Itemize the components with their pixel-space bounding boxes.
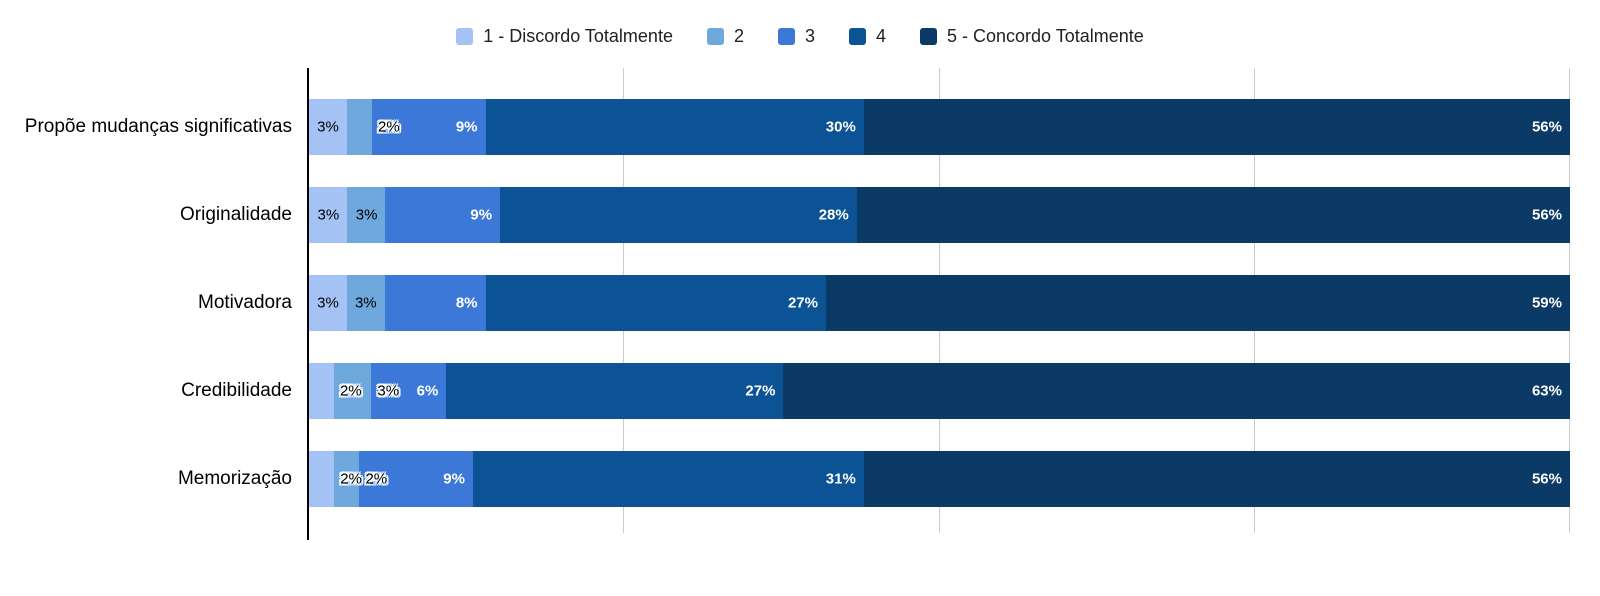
chart-legend: 1 - Discordo Totalmente 2 3 4 5 - Concordo T… — [0, 26, 1600, 47]
bar-segment[interactable]: 6% — [371, 363, 447, 419]
segment-value-label: 63% — [1531, 382, 1562, 400]
legend-label: 2 — [733, 26, 744, 46]
legend-item-2: 2 — [706, 26, 744, 47]
segment-value-label: 59% — [1531, 294, 1562, 312]
category-label: Memorização — [177, 468, 292, 489]
category-label: Originalidade — [180, 204, 292, 225]
bar-segment[interactable]: 27% — [446, 363, 784, 419]
category-label: Motivadora — [198, 292, 292, 313]
segment-value-label: 27% — [787, 294, 818, 312]
bar-row: Propõe mudanças significativas 3% 2% 9% 30% 5… — [0, 99, 1600, 155]
segment-value-label: 3% — [354, 294, 377, 312]
legend-label: 4 — [876, 26, 887, 46]
legend-swatch-icon — [777, 28, 795, 45]
bar-segment[interactable]: 2% — [309, 363, 362, 419]
bar-segment[interactable]: 56% — [856, 187, 1571, 243]
bar-row: Originalidade 3% 3% 9% 28% 56% — [0, 187, 1600, 243]
bar-segment[interactable]: 3% — [309, 275, 347, 331]
segment-value-label: 2% — [339, 382, 362, 400]
bar-segment[interactable]: 3% — [346, 275, 385, 331]
segment-value-label: 3% — [317, 118, 339, 136]
segment-value-label: 2% — [340, 470, 362, 488]
legend-item-3: 3 — [777, 26, 815, 47]
legend-swatch-icon — [920, 28, 938, 45]
legend-label: 5 - Concordo Totalmente — [947, 26, 1144, 46]
segment-value-label: 56% — [1531, 206, 1563, 224]
segment-value-label: 3% — [355, 206, 378, 224]
segment-value-label: 9% — [455, 118, 478, 136]
bar-segment[interactable]: 63% — [783, 363, 1570, 419]
bar-segment[interactable]: 3% — [309, 187, 348, 243]
bar-segment[interactable]: 3% — [347, 187, 386, 243]
y-axis-line — [307, 68, 309, 540]
category-label: Propõe mudanças significativas — [24, 116, 292, 137]
stacked-bar: 2% 3% 6% 27% 63% — [309, 363, 1570, 419]
bar-segment[interactable]: 31% — [472, 451, 864, 507]
segment-value-label: 9% — [443, 470, 465, 488]
bar-segment[interactable]: 56% — [863, 451, 1570, 507]
segment-value-label: 56% — [1531, 470, 1562, 488]
segment-value-label: 8% — [455, 294, 478, 312]
segment-value-label: 9% — [470, 206, 493, 224]
legend-label: 1 - Discordo Totalmente — [483, 26, 673, 46]
segment-value-label: 2% — [378, 118, 400, 136]
bar-segment[interactable]: 9% — [359, 451, 473, 507]
segment-value-label: 3% — [377, 382, 400, 400]
bar-segment[interactable]: 2% — [309, 451, 362, 507]
bar-segment[interactable]: 2% — [334, 451, 387, 507]
segment-value-label: 3% — [317, 206, 340, 224]
bar-segment[interactable]: 59% — [826, 275, 1570, 331]
legend-swatch-icon — [849, 28, 866, 45]
bar-segment[interactable]: 30% — [485, 99, 864, 155]
bar-segment[interactable]: 27% — [485, 275, 826, 331]
legend-item-4: 4 — [849, 26, 886, 47]
category-label: Credibilidade — [181, 380, 292, 401]
segment-value-label: 27% — [745, 382, 776, 400]
bar-row: Motivadora 3% 3% 8% 27% 59% — [0, 275, 1600, 331]
bar-segment[interactable]: 9% — [385, 187, 501, 243]
stacked-bar: 3% 2% 9% 30% 56% — [309, 99, 1570, 155]
legend-label: 3 — [804, 26, 815, 46]
segment-value-label: 2% — [365, 470, 388, 488]
legend-swatch-icon — [456, 28, 474, 45]
bar-row: Credibilidade 2% 3% 6% 27% 63% — [0, 363, 1600, 419]
segment-value-label: 3% — [317, 294, 339, 312]
bar-row: Memorização 2% 2% 9% 31% 56% — [0, 451, 1600, 507]
stacked-bar: 3% 3% 8% 27% 59% — [309, 275, 1570, 331]
bar-segment[interactable]: 3% — [333, 363, 399, 419]
bar-segment[interactable]: 28% — [500, 187, 857, 243]
legend-item-1: 1 - Discordo Totalmente — [456, 26, 673, 47]
stacked-bar: 3% 3% 9% 28% 56% — [309, 187, 1571, 243]
segment-value-label: 56% — [1531, 118, 1562, 136]
segment-value-label: 6% — [416, 382, 439, 400]
segment-value-label: 28% — [818, 206, 849, 224]
stacked-bar: 2% 2% 9% 31% 56% — [309, 451, 1570, 507]
bar-segment[interactable]: 9% — [372, 99, 486, 155]
bar-segment[interactable]: 56% — [863, 99, 1570, 155]
segment-value-label: 31% — [825, 470, 856, 488]
bar-segment[interactable]: 2% — [346, 99, 400, 155]
bar-segment[interactable]: 8% — [384, 275, 486, 331]
legend-item-5: 5 - Concordo Totalmente — [920, 26, 1144, 47]
bar-segment[interactable]: 3% — [309, 99, 347, 155]
segment-value-label: 30% — [825, 118, 856, 136]
legend-swatch-icon — [706, 28, 724, 45]
